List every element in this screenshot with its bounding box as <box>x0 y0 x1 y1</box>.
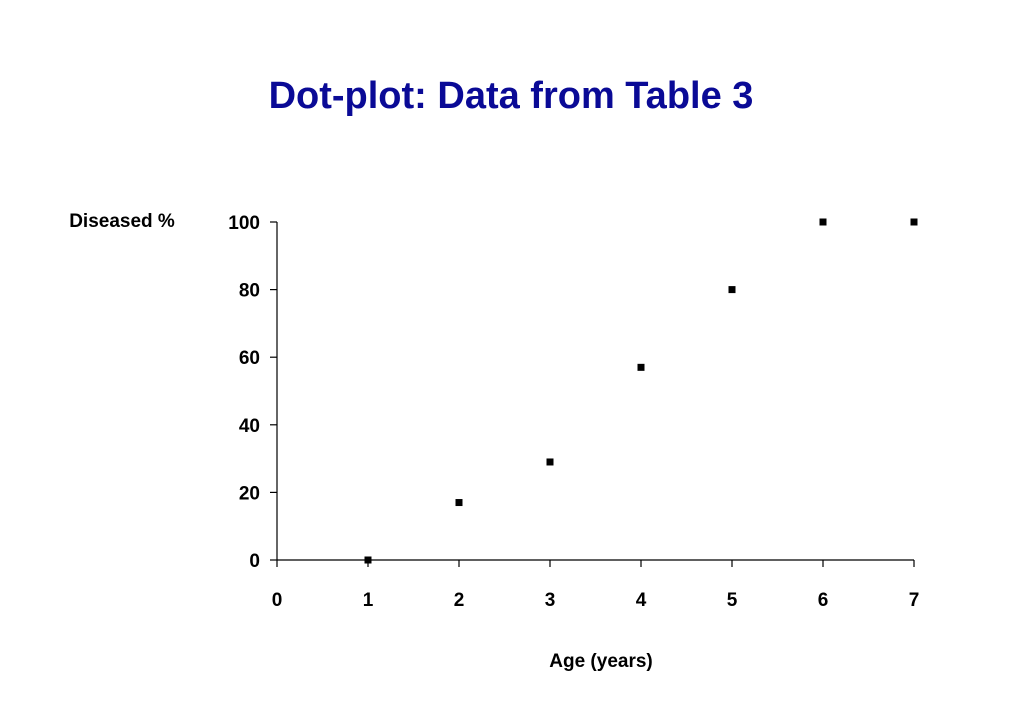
point <box>455 499 463 507</box>
y-axis-label: Diseased % <box>69 211 175 232</box>
y-tick-label: 0 <box>249 551 260 572</box>
x-tick-label: 6 <box>818 590 829 611</box>
y-tick-label: 40 <box>239 416 260 437</box>
point <box>546 458 554 466</box>
x-tick-label: 0 <box>272 590 283 611</box>
y-tick-label: 20 <box>239 483 260 504</box>
x-tick-label: 7 <box>909 590 920 611</box>
x-tick-label: 3 <box>545 590 556 611</box>
point <box>364 556 372 564</box>
point <box>819 218 827 226</box>
point <box>910 218 918 226</box>
y-tick-label: 100 <box>228 213 260 234</box>
y-tick-label: 60 <box>239 348 260 369</box>
x-tick-label: 2 <box>454 590 465 611</box>
point <box>728 286 736 294</box>
x-tick-label: 5 <box>727 590 738 611</box>
point <box>637 363 645 371</box>
y-tick-label: 80 <box>239 281 260 302</box>
x-axis-label: Age (years) <box>549 651 653 672</box>
x-tick-label: 1 <box>363 590 374 611</box>
x-tick-label: 4 <box>636 590 647 611</box>
chart-title: Dot-plot: Data from Table 3 <box>269 75 754 117</box>
